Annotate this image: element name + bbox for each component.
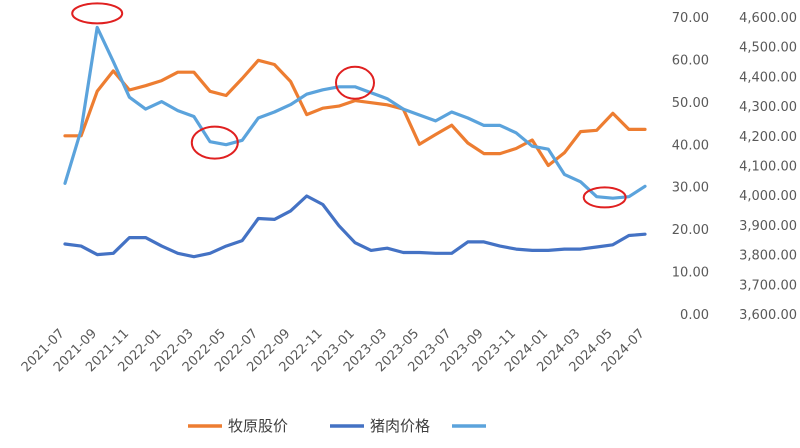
left-tick-label: 20.00 [672, 223, 709, 238]
right-tick-label: 4,200.00 [739, 130, 797, 145]
left-axis: 0.00 10.00 20.00 30.00 40.00 50.00 60.00 70.00 [672, 11, 709, 323]
left-tick-label: 30.00 [672, 181, 709, 196]
left-tick-label: 10.00 [672, 266, 709, 281]
right-tick-label: 3,600.00 [739, 308, 797, 323]
annotation-ellipse-3 [582, 186, 627, 209]
annotation-ellipse-1 [190, 125, 239, 160]
right-tick-label: 4,400.00 [739, 70, 797, 85]
series-line-0 [63, 58, 647, 168]
left-tick-label: 50.00 [672, 96, 709, 111]
right-tick-label: 4,600.00 [739, 11, 797, 26]
annotation-ellipse-2 [335, 65, 375, 100]
right-tick-label: 4,500.00 [739, 41, 797, 56]
right-axis: 3,600.00 3,700.00 3,800.00 3,900.00 4,000.00… [739, 11, 797, 323]
legend: 牧原股价 猪肉价格 [188, 417, 486, 435]
series-line-1 [63, 194, 647, 259]
x-axis: 2021-072021-092021-112022-012022-032022-… [19, 326, 648, 375]
right-tick-label: 4,300.00 [739, 100, 797, 115]
left-tick-label: 70.00 [672, 11, 709, 26]
right-tick-label: 4,100.00 [739, 160, 797, 175]
left-tick-label: 0.00 [680, 308, 709, 323]
legend-label-0: 牧原股价 [228, 417, 288, 435]
right-tick-label: 4,000.00 [739, 189, 797, 204]
legend-label-1: 猪肉价格 [370, 417, 430, 435]
annotation-ellipse-0 [71, 2, 124, 25]
left-tick-label: 40.00 [672, 138, 709, 153]
right-tick-label: 3,800.00 [739, 249, 797, 264]
right-tick-label: 3,900.00 [739, 219, 797, 234]
series-line-2 [63, 25, 647, 200]
right-tick-label: 3,700.00 [739, 278, 797, 293]
annotation-layer [71, 2, 627, 209]
left-tick-label: 60.00 [672, 53, 709, 68]
series-layer [63, 25, 647, 259]
